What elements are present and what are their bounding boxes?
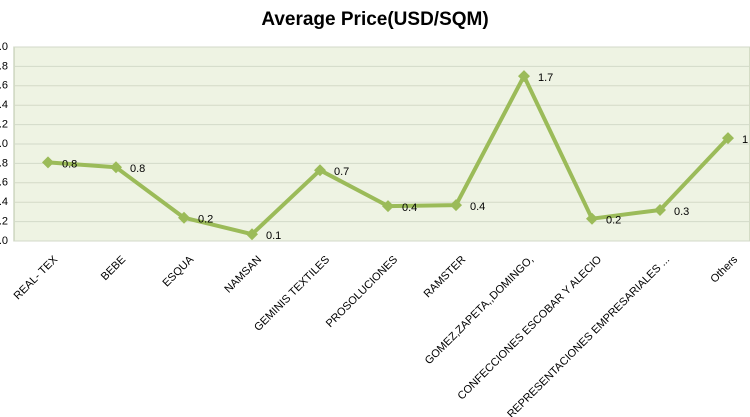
data-label: 0.8 (62, 158, 77, 170)
x-tick-label: Others (708, 253, 740, 285)
data-point (722, 132, 734, 145)
x-tick-label: GOMEZ,ZAPETA,,DOMINGO, (423, 254, 536, 367)
x-tick-label: CONFECCIONES ESCOBAR Y ALECIO (455, 253, 604, 402)
data-label: 0.4 (402, 202, 417, 214)
data-label: 0.2 (198, 214, 213, 226)
chart-title: Average Price(USD/SQM) (261, 9, 488, 30)
data-point (246, 228, 258, 241)
y-tick-label: 1.6 (0, 80, 8, 92)
data-label: 0.3 (674, 206, 689, 218)
data-label: 1.7 (538, 72, 553, 84)
data-point (450, 199, 462, 212)
y-tick-label: 0.6 (0, 177, 8, 189)
x-tick-label: ESQUA (160, 253, 196, 289)
y-tick-label: 1.4 (0, 99, 8, 111)
data-label: 1 (742, 134, 748, 146)
y-tick-label: 0.0 (0, 235, 8, 247)
data-point (42, 156, 54, 169)
x-tick-label: NAMSAN (222, 254, 264, 296)
data-label: 0.4 (470, 201, 485, 213)
data-point (654, 203, 666, 216)
x-tick-label: RAMSTER (422, 254, 469, 301)
data-label: 0.2 (606, 215, 621, 227)
x-tick-label: PROSOLUCIONES (324, 254, 400, 330)
y-tick-label: 1.0 (0, 138, 8, 150)
data-point (518, 70, 530, 83)
y-tick-label: 0.2 (0, 216, 8, 228)
data-label: 0.8 (130, 163, 145, 175)
data-point (110, 161, 122, 174)
y-tick-label: 1.2 (0, 119, 8, 131)
data-point (178, 211, 190, 224)
data-point (586, 212, 598, 225)
y-tick-label: 0.8 (0, 157, 8, 169)
y-tick-label: 1.8 (0, 60, 8, 72)
data-point (314, 164, 326, 177)
y-tick-label: 2.0 (0, 41, 8, 53)
data-point (382, 200, 394, 213)
data-label: 0.1 (266, 230, 281, 242)
y-tick-label: 0.4 (0, 196, 8, 208)
x-tick-label: GEMINIS TEXTILES (252, 254, 332, 334)
x-tick-label: BEBE (99, 254, 128, 283)
data-label: 0.7 (334, 166, 349, 178)
x-tick-label: REAL- TEX (12, 253, 61, 302)
